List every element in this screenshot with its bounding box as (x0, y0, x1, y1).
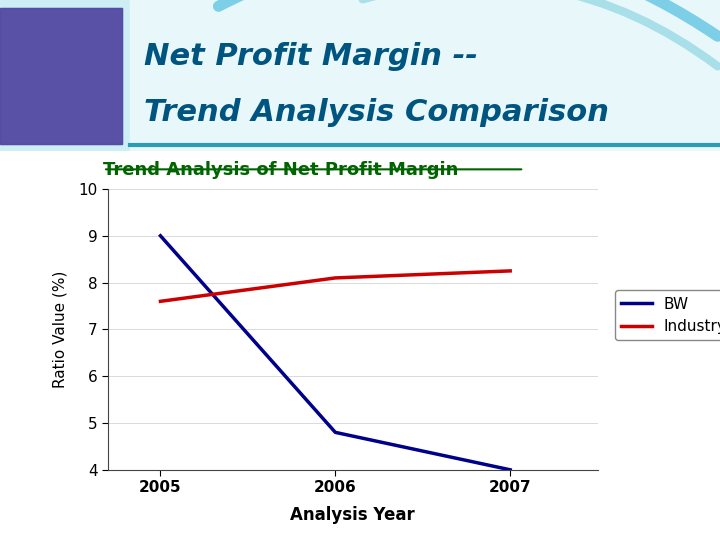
FancyArrowPatch shape (218, 0, 718, 36)
Legend: BW, Industry: BW, Industry (615, 291, 720, 340)
Bar (130, 0, 720, 151)
Text: Trend Analysis of Net Profit Margin: Trend Analysis of Net Profit Margin (103, 161, 459, 179)
Text: Trend Analysis Comparison: Trend Analysis Comparison (144, 98, 609, 127)
Y-axis label: Ratio Value (%): Ratio Value (%) (53, 271, 67, 388)
Industry (506, 268, 515, 274)
BW (506, 467, 515, 473)
BW (156, 233, 165, 239)
Text: Net Profit Margin --: Net Profit Margin -- (144, 42, 478, 71)
Bar (0, 8, 122, 144)
Line: Industry: Industry (161, 271, 510, 301)
X-axis label: Analysis Year: Analysis Year (290, 507, 415, 524)
Industry (156, 298, 165, 305)
BW (331, 429, 340, 436)
FancyArrowPatch shape (363, 0, 718, 66)
Bar (0, 8, 122, 144)
Industry (331, 275, 340, 281)
Line: BW: BW (161, 236, 510, 470)
